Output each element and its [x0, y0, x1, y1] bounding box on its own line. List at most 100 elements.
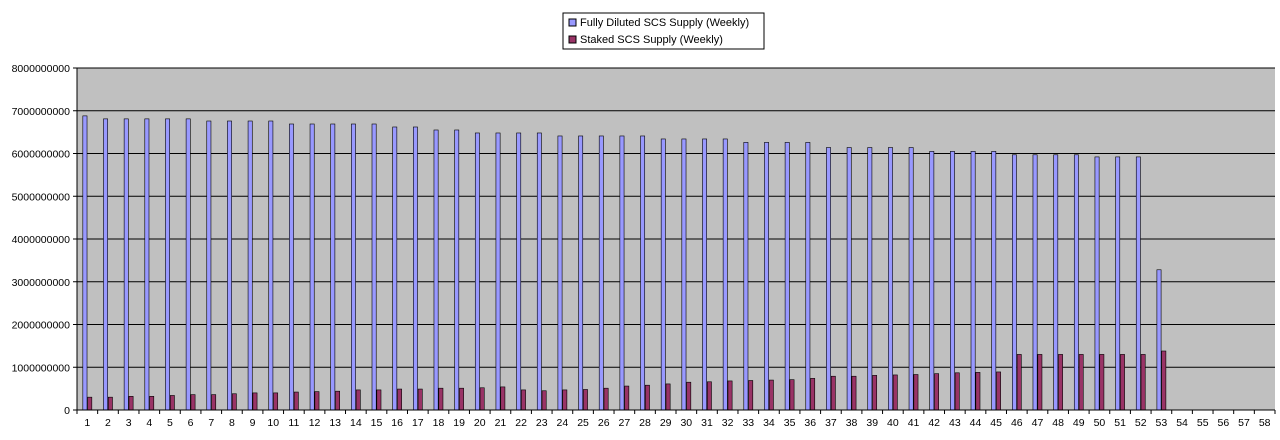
x-tick-label: 44	[970, 417, 982, 429]
x-tick-label: 13	[329, 417, 341, 429]
bar-staked	[1016, 354, 1022, 411]
x-tick-label: 32	[722, 417, 734, 429]
x-tick-label: 37	[825, 417, 837, 429]
bar-fully-diluted	[474, 132, 480, 411]
bar-staked	[686, 381, 692, 411]
x-tick-label: 6	[188, 417, 194, 429]
bar-staked	[128, 396, 134, 411]
bar-staked	[892, 374, 898, 411]
legend-swatch-fully-diluted	[568, 18, 577, 27]
bar-fully-diluted	[598, 135, 604, 411]
x-tick-label: 46	[1011, 417, 1023, 429]
bar-staked	[273, 392, 279, 411]
bar-fully-diluted	[516, 132, 522, 411]
bar-fully-diluted	[185, 118, 191, 411]
x-tick-label: 27	[619, 417, 631, 429]
bar-fully-diluted	[206, 120, 212, 411]
bar-staked	[438, 387, 444, 411]
bar-staked	[149, 396, 155, 411]
x-tick-label: 39	[866, 417, 878, 429]
x-tick-label: 25	[577, 417, 589, 429]
bar-staked	[500, 386, 506, 411]
bar-staked	[190, 394, 196, 411]
bar-fully-diluted	[1094, 156, 1100, 411]
bar-staked	[293, 391, 299, 411]
x-tick-label: 33	[742, 417, 754, 429]
bar-staked	[521, 389, 526, 411]
y-tick-label: 0	[64, 405, 70, 417]
x-tick-label: 10	[267, 417, 279, 429]
bar-staked	[1120, 354, 1125, 411]
x-tick-label: 7	[208, 417, 214, 429]
x-tick-label: 30	[680, 417, 692, 429]
bar-staked	[727, 380, 733, 411]
bar-fully-diluted	[1135, 156, 1141, 411]
bar-fully-diluted	[1053, 154, 1059, 411]
x-tick-label: 35	[784, 417, 796, 429]
bar-fully-diluted	[144, 118, 150, 411]
bar-staked	[872, 375, 878, 411]
bar-staked	[830, 375, 836, 411]
x-tick-label: 23	[536, 417, 548, 429]
x-tick-label: 48	[1052, 417, 1064, 429]
bar-staked	[417, 388, 423, 411]
bar-fully-diluted	[82, 115, 88, 411]
bar-fully-diluted	[722, 138, 728, 411]
bar-staked	[1058, 354, 1063, 411]
bar-staked	[87, 396, 93, 411]
bar-staked	[541, 390, 547, 411]
bar-fully-diluted	[660, 138, 666, 411]
bar-staked	[665, 383, 671, 411]
bar-fully-diluted	[557, 135, 563, 411]
bar-fully-diluted	[289, 123, 294, 411]
bar-fully-diluted	[247, 120, 253, 411]
legend-swatch-staked	[568, 35, 577, 44]
bar-staked	[954, 372, 960, 411]
x-tick-label: 41	[908, 417, 920, 429]
bar-staked	[583, 389, 588, 411]
x-tick-label: 50	[1094, 417, 1106, 429]
bar-fully-diluted	[929, 151, 935, 411]
x-tick-label: 43	[949, 417, 961, 429]
bar-fully-diluted	[867, 147, 873, 411]
x-tick-label: 22	[515, 417, 527, 429]
bar-fully-diluted	[846, 147, 852, 411]
bar-staked	[355, 389, 361, 411]
y-tick-label: 3000000000	[12, 277, 71, 289]
bar-fully-diluted	[1032, 154, 1038, 411]
bar-fully-diluted	[495, 132, 501, 411]
x-tick-label: 17	[412, 417, 424, 429]
bar-staked	[1161, 350, 1167, 411]
bar-fully-diluted	[1115, 156, 1121, 411]
bar-staked	[1037, 354, 1043, 411]
y-tick-label: 1000000000	[12, 362, 71, 374]
bar-staked	[562, 389, 568, 411]
bar-staked	[459, 387, 464, 411]
legend-label-staked: Staked SCS Supply (Weekly)	[580, 34, 723, 46]
x-tick-label: 5	[167, 417, 173, 429]
bar-staked	[211, 394, 217, 411]
x-tick-label: 36	[804, 417, 816, 429]
bar-staked	[810, 378, 816, 411]
x-tick-label: 1	[84, 417, 90, 429]
bar-fully-diluted	[578, 135, 584, 411]
y-tick-label: 4000000000	[12, 234, 71, 246]
y-tick-label: 2000000000	[12, 320, 71, 332]
x-tick-label: 52	[1135, 417, 1147, 429]
bar-fully-diluted	[764, 142, 769, 411]
x-tick-label: 16	[391, 417, 403, 429]
x-tick-label: 38	[846, 417, 858, 429]
bar-staked	[397, 388, 402, 411]
bar-staked	[996, 371, 1001, 411]
bar-staked	[789, 379, 795, 411]
y-tick-label: 6000000000	[12, 149, 71, 161]
bar-fully-diluted	[805, 142, 811, 411]
x-tick-label: 20	[474, 417, 486, 429]
x-tick-label: 55	[1197, 417, 1209, 429]
bar-fully-diluted	[950, 151, 955, 411]
x-tick-label: 29	[660, 417, 672, 429]
bar-fully-diluted	[1012, 154, 1017, 411]
x-tick-label: 42	[928, 417, 940, 429]
x-tick-label: 31	[701, 417, 713, 429]
x-tick-label: 54	[1176, 417, 1188, 429]
